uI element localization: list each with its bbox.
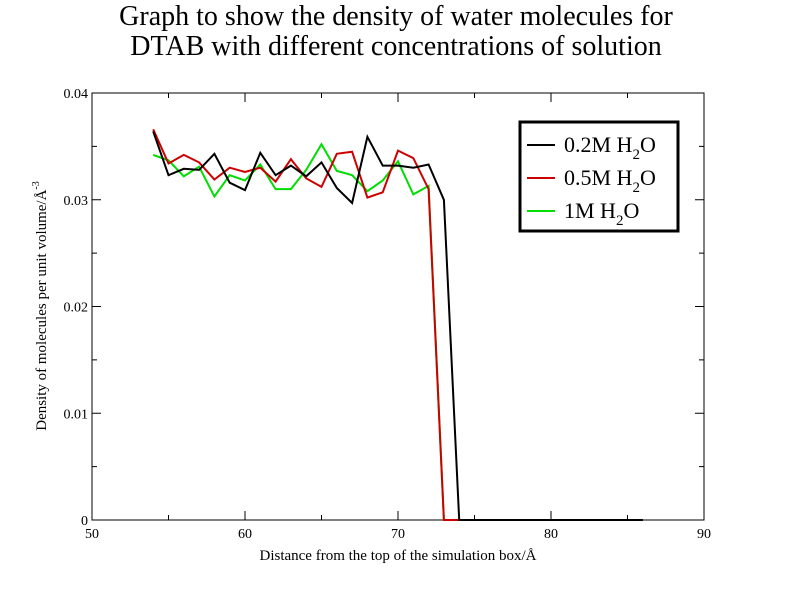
- y-tick-label: 0.04: [64, 87, 89, 102]
- y-axis-label-superscript: -3: [31, 181, 42, 189]
- y-tick-label: 0.03: [64, 194, 89, 209]
- y-axis-label-text: Density of molecules per unit volume/Å: [34, 189, 50, 430]
- x-tick-label: 60: [238, 527, 252, 542]
- chart-title-line-1: Graph to show the density of water molec…: [119, 1, 673, 32]
- series-lines: [152, 128, 643, 521]
- chart-title-line-2: DTAB with different concentrations of so…: [130, 31, 662, 62]
- x-tick-label: 80: [544, 527, 558, 542]
- legend-label-2: 1M H2O: [564, 198, 639, 229]
- y-tick-label: 0: [81, 514, 88, 529]
- legend-label-1: 0.5M H2O: [564, 165, 656, 196]
- legend-box: [518, 120, 680, 233]
- axis-ticks: 50 60 70 80 90 0 0.01 0.02 0.03 0.04: [64, 87, 712, 542]
- series-line-0: [152, 131, 643, 521]
- x-tick-label: 90: [697, 527, 711, 542]
- y-axis-label: Density of molecules per unit volume/Å-3: [31, 181, 50, 431]
- y-tick-label: 0.02: [64, 301, 89, 316]
- x-tick-label: 50: [85, 527, 99, 542]
- x-axis-label: Distance from the top of the simulation …: [259, 548, 536, 564]
- y-tick-label: 0.01: [64, 407, 89, 422]
- x-tick-label: 70: [391, 527, 405, 542]
- legend-label-0: 0.2M H2O: [564, 132, 656, 163]
